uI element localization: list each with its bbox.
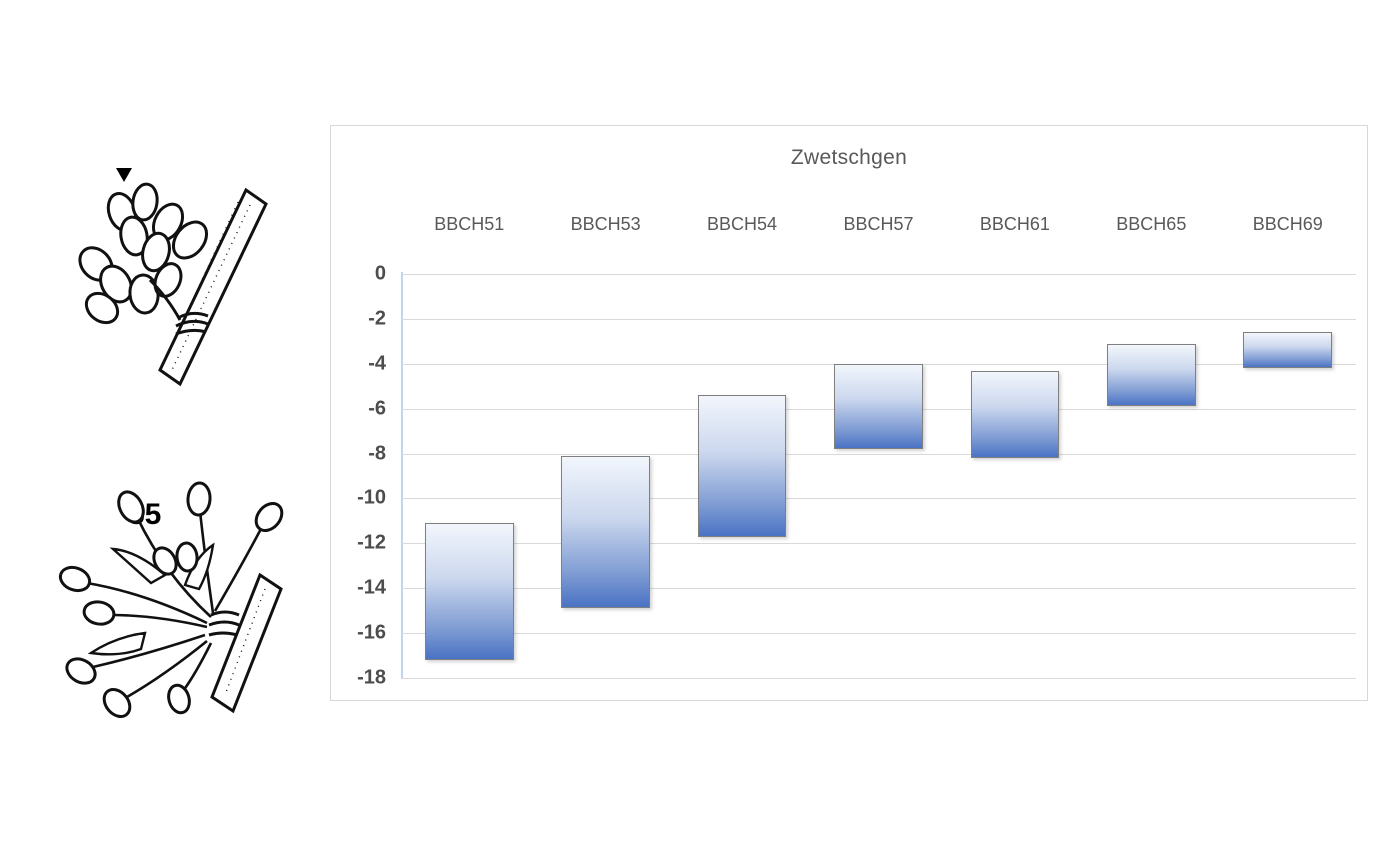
y-axis-tick-label: -18	[357, 666, 386, 689]
y-axis-tick-label: -2	[368, 307, 386, 330]
y-axis-line	[401, 272, 403, 678]
bbch59-bud-illustration: 59	[15, 465, 305, 730]
y-axis-tick-label: -4	[368, 352, 386, 375]
range-bar-bbch69	[1243, 332, 1333, 369]
y-axis-tick-label: 0	[374, 262, 386, 285]
category-label: BBCH57	[843, 214, 914, 234]
y-axis-tick-label: -14	[357, 576, 386, 599]
range-bar-bbch57	[834, 363, 923, 450]
bbch55-bud-illustration: 55	[50, 160, 290, 531]
category-label: BBCH61	[979, 214, 1050, 234]
y-axis-tick-label: -12	[357, 531, 386, 554]
range-bar-bbch51	[424, 523, 514, 661]
category-label: BBCH51	[434, 214, 505, 234]
range-chart: Zwetschgen BBCH51 BBCH53 BBCH54 BBCH57 BBCH6…	[330, 125, 1368, 701]
gridline	[401, 318, 1356, 320]
gridline	[401, 588, 1356, 590]
gridline	[401, 498, 1356, 500]
plot-area: 0 -2 -4 -6 -8 -10 -12 -14 -16 -18	[357, 263, 1356, 689]
chart-title: Zwetschgen	[790, 146, 908, 169]
category-axis: BBCH51 BBCH53 BBCH54 BBCH57 BBCH61 BBCH65 BBCH…	[401, 214, 1356, 244]
category-label: BBCH65	[1116, 214, 1187, 234]
arrow-marker-icon	[116, 168, 132, 182]
gridline	[401, 453, 1356, 455]
bud-cluster-59-drawing	[58, 481, 284, 718]
gridline	[401, 274, 1356, 275]
category-label: BBCH54	[707, 214, 778, 234]
bud-cluster-55-drawing	[78, 168, 268, 387]
y-axis-tick-label: -10	[357, 486, 386, 509]
gridline	[401, 633, 1356, 635]
range-bar-bbch54	[697, 395, 787, 537]
range-bar-bbch65	[1107, 343, 1196, 407]
gridline	[401, 678, 1356, 679]
category-label: BBCH53	[570, 214, 641, 234]
range-bar-bbch53	[561, 455, 650, 609]
y-axis-tick-label: -16	[357, 621, 386, 644]
gridline	[401, 543, 1356, 545]
category-label: BBCH69	[1252, 214, 1323, 234]
y-axis-tick-label: -6	[368, 397, 386, 420]
range-bar-bbch61	[970, 370, 1060, 459]
y-axis-tick-label: -8	[368, 442, 386, 465]
